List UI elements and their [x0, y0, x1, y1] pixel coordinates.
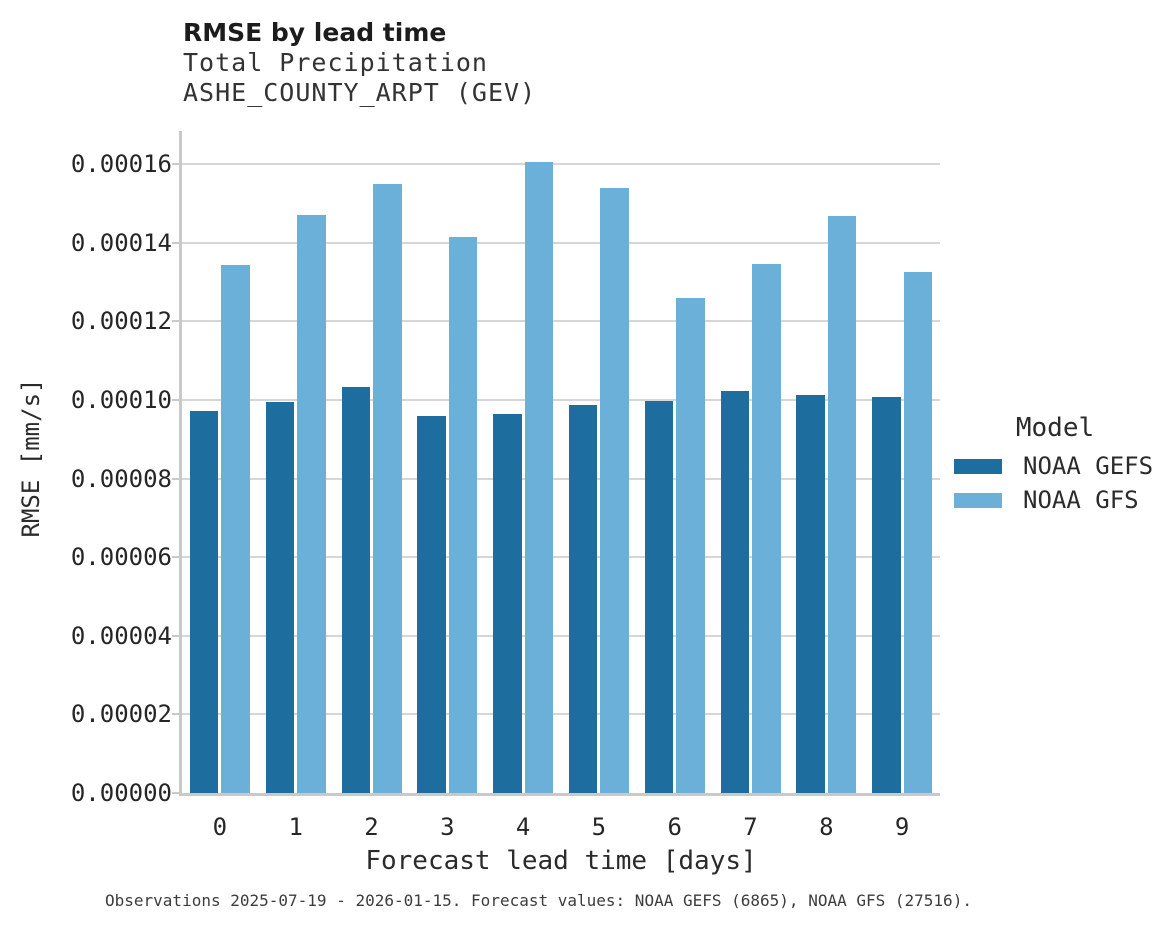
- y-tick-label-0.00014: 0.00014: [70, 228, 172, 257]
- legend-swatch-noaa-gefs: [954, 458, 1002, 474]
- y-tick-mark: [172, 556, 179, 559]
- x-tick-label-0: 0: [212, 813, 228, 841]
- y-tick-label-0.00006: 0.00006: [70, 543, 172, 572]
- bar-noaa-gefs-day-3: [417, 416, 446, 793]
- y-axis-spine: [179, 131, 182, 796]
- bar-noaa-gefs-day-9: [872, 396, 901, 793]
- gridline-0.00014: [182, 241, 940, 244]
- bar-noaa-gefs-day-1: [265, 401, 295, 793]
- bar-noaa-gefs-day-0: [189, 410, 219, 793]
- bar-noaa-gfs-day-1: [297, 214, 326, 793]
- y-tick-mark: [172, 320, 179, 323]
- chart-subtitle-station: ASHE_COUNTY_ARPT (GEV): [183, 78, 537, 107]
- y-tick-label-0.00004: 0.00004: [70, 621, 172, 650]
- bar-noaa-gfs-day-9: [903, 272, 933, 793]
- legend-label-noaa-gfs: NOAA GFS: [1023, 486, 1139, 514]
- gridline-0.00012: [182, 320, 940, 323]
- x-axis-spine: [179, 793, 940, 796]
- bar-noaa-gfs-day-0: [221, 265, 250, 793]
- gridline-0.00006: [182, 556, 940, 559]
- bar-noaa-gefs-day-8: [796, 395, 825, 793]
- legend-title: Model: [1015, 413, 1095, 443]
- y-tick-mark: [172, 713, 179, 716]
- y-tick-label-0.00002: 0.00002: [70, 700, 172, 729]
- bar-noaa-gfs-day-8: [827, 215, 857, 793]
- x-tick-label-9: 9: [894, 813, 910, 841]
- legend: Model NOAA GEFS NOAA GFS: [954, 412, 1156, 512]
- caption: Observations 2025-07-19 - 2026-01-15. Fo…: [105, 891, 972, 910]
- y-tick-label-0.00016: 0.00016: [70, 150, 172, 179]
- title-block: RMSE by lead time Total Precipitation AS…: [183, 18, 536, 108]
- bar-noaa-gfs-day-6: [676, 298, 705, 793]
- legend-swatch-noaa-gfs: [954, 492, 1002, 508]
- x-tick-label-2: 2: [364, 813, 379, 841]
- x-tick-label-7: 7: [743, 813, 758, 841]
- bar-noaa-gefs-day-6: [644, 401, 674, 793]
- gridline-0.00010: [182, 398, 940, 401]
- bar-noaa-gfs-day-2: [373, 184, 402, 793]
- gridline-0.00004: [182, 634, 940, 637]
- y-tick-label-0.00000: 0.00000: [70, 779, 172, 807]
- x-tick-label-1: 1: [288, 813, 303, 841]
- x-tick-label-8: 8: [819, 813, 834, 841]
- y-tick-mark: [172, 792, 179, 794]
- legend-entry-noaa-gefs: NOAA GEFS: [954, 454, 1156, 478]
- y-tick-mark: [172, 163, 179, 166]
- bar-noaa-gfs-day-3: [448, 236, 478, 793]
- y-tick-mark: [172, 398, 179, 401]
- x-tick-label-3: 3: [440, 813, 455, 841]
- y-tick-mark: [172, 634, 179, 637]
- bar-noaa-gefs-day-4: [493, 414, 522, 793]
- legend-entry-noaa-gfs: NOAA GFS: [954, 488, 1156, 512]
- y-tick-mark: [172, 241, 179, 244]
- x-axis-title: Forecast lead time [days]: [365, 846, 757, 876]
- y-tick-mark: [172, 477, 179, 480]
- bar-noaa-gefs-day-5: [568, 404, 598, 793]
- chart-subtitle-variable: Total Precipitation: [183, 48, 488, 77]
- plot-area: [179, 131, 940, 796]
- bar-noaa-gfs-day-4: [524, 161, 554, 793]
- x-tick-label-5: 5: [591, 813, 607, 841]
- gridline-0.00002: [182, 713, 940, 716]
- chart-title: RMSE by lead time: [183, 18, 447, 47]
- bar-noaa-gfs-day-5: [600, 188, 629, 793]
- bar-noaa-gefs-day-7: [720, 391, 749, 793]
- bar-noaa-gefs-day-2: [341, 386, 370, 793]
- legend-label-noaa-gefs: NOAA GEFS: [1023, 452, 1154, 480]
- y-tick-label-0.00012: 0.00012: [70, 307, 172, 336]
- x-tick-label-6: 6: [667, 813, 682, 841]
- gridline-0.00016: [182, 163, 940, 166]
- y-tick-label-0.00010: 0.00010: [70, 385, 172, 414]
- y-tick-label-0.00008: 0.00008: [70, 464, 172, 493]
- bar-noaa-gfs-day-7: [752, 264, 781, 793]
- gridline-0.00008: [182, 477, 940, 480]
- x-tick-label-4: 4: [515, 813, 531, 841]
